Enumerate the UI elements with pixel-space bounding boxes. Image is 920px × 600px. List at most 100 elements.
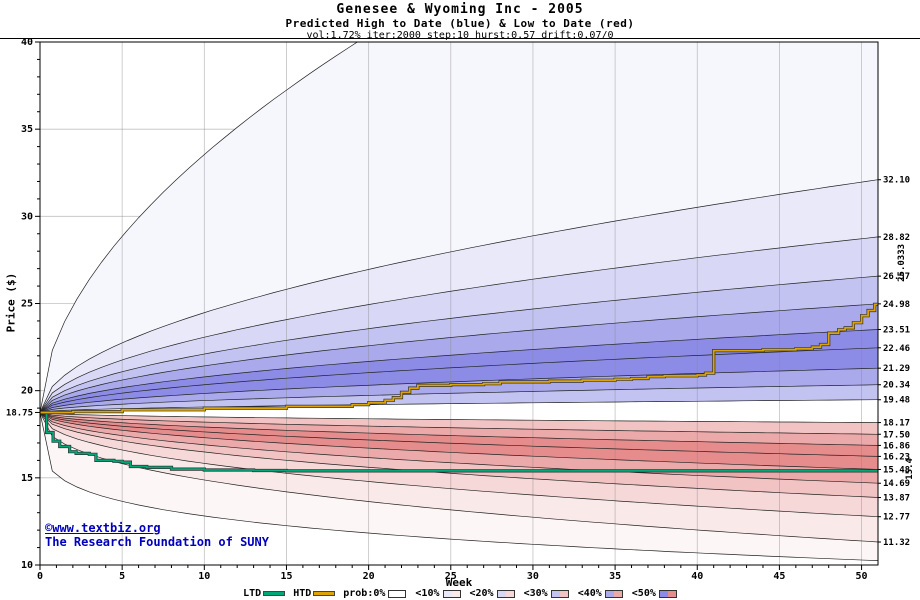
- probability-boundary-line: [40, 179, 878, 413]
- x-tick-label: 10: [198, 571, 210, 582]
- boundary-value-label: 21.29: [883, 364, 910, 374]
- y-tick-label: 40: [21, 37, 33, 48]
- high-prob-band: [40, 303, 878, 413]
- boundary-value-label: 24.98: [883, 300, 910, 310]
- legend: LTD HTD prob:0% <10% <20% <30% <40% <50%: [0, 588, 920, 599]
- high-prob-band: [40, 276, 878, 413]
- legend-htd-swatch: [313, 591, 336, 596]
- probability-boundary-line: [40, 329, 878, 413]
- htd-line: [40, 302, 878, 414]
- boundary-value-label: 20.34: [883, 381, 911, 391]
- probability-boundary-line: [40, 367, 878, 413]
- high-prob-band: [40, 384, 878, 413]
- start-price-label: 18.75: [6, 408, 33, 418]
- x-tick-label: 45: [773, 571, 785, 582]
- low-prob-band: [40, 412, 878, 561]
- boundary-value-label: 18.17: [883, 419, 910, 429]
- low-prob-band: [40, 412, 878, 542]
- legend-ltd: LTD: [243, 588, 286, 599]
- htd-final-value-label: 25.0333: [897, 244, 907, 282]
- probability-boundary-line: [40, 412, 878, 423]
- x-tick-label: 20: [363, 571, 375, 582]
- probability-boundary-line: [40, 303, 878, 413]
- legend-prob-2-label: <20%: [469, 588, 494, 599]
- y-axis-title: Price ($): [4, 272, 18, 333]
- boundary-value-label: 11.32: [883, 538, 910, 548]
- legend-prob-4-label: <40%: [577, 588, 602, 599]
- chart-params: vol:1.72% iter:2000 step:10 hurst:0.57 d…: [306, 30, 614, 41]
- low-prob-band: [40, 412, 878, 498]
- legend-prob-2: <20%: [470, 588, 515, 599]
- y-tick-label: 25: [21, 299, 33, 310]
- high-prob-band: [40, 179, 878, 413]
- legend-prob-5-label: <50%: [631, 588, 656, 599]
- low-prob-band: [40, 412, 878, 446]
- probability-boundary-line: [40, 412, 878, 470]
- legend-prob-4-swatch: [604, 589, 623, 598]
- chart-header: Genesee & Wyoming Inc - 2005 Predicted H…: [0, 0, 920, 41]
- high-prob-band: [40, 368, 878, 413]
- legend-prob-2-swatch: [496, 589, 515, 598]
- legend-prob-0: prob:0%: [343, 588, 407, 599]
- y-tick-label: 35: [21, 124, 33, 135]
- y-tick-label: 15: [21, 473, 33, 484]
- legend-prob-1: <10%: [415, 588, 461, 599]
- legend-prob-0-swatch: [388, 589, 407, 598]
- legend-prob-5-swatch: [658, 589, 677, 598]
- low-prob-band: [40, 412, 878, 517]
- x-tick-label: 5: [119, 571, 125, 582]
- boundary-value-label: 28.82: [883, 233, 910, 243]
- low-prob-band: [40, 412, 878, 435]
- boundary-value-label: 19.48: [883, 396, 910, 406]
- probability-boundary-line: [40, 384, 878, 413]
- legend-prob-1-label: <10%: [415, 588, 440, 599]
- legend-ltd-swatch: [263, 591, 286, 596]
- high-prob-band: [40, 329, 878, 413]
- high-prob-band: [40, 347, 878, 413]
- boundary-value-label: 32.10: [883, 176, 910, 186]
- x-tick-label: 0: [37, 571, 43, 582]
- boundary-value-label: 13.87: [883, 494, 910, 504]
- copyright-link[interactable]: ©www.textbiz.org: [45, 521, 161, 535]
- page-title: Genesee & Wyoming Inc - 2005: [336, 2, 584, 17]
- legend-htd-label: HTD: [293, 588, 312, 599]
- boundary-value-label: 16.23: [883, 452, 910, 462]
- probability-boundary-line: [40, 42, 358, 413]
- low-prob-band: [40, 412, 878, 470]
- plot-area: [40, 42, 878, 565]
- y-tick-label: 20: [21, 386, 33, 397]
- probability-boundary-line: [40, 275, 878, 413]
- boundary-value-label: 14.69: [883, 479, 910, 489]
- high-prob-band: [40, 236, 878, 413]
- probability-boundary-line: [40, 347, 878, 413]
- ltd-line: [40, 411, 878, 472]
- watermark: ©www.textbiz.org The Research Foundation…: [45, 521, 269, 549]
- y-tick-label: 10: [21, 560, 33, 571]
- legend-prob-0-label: prob:0%: [343, 588, 386, 599]
- y-tick-label: 30: [21, 211, 33, 222]
- probability-boundary-line: [40, 236, 878, 413]
- x-tick-label: 40: [691, 571, 703, 582]
- probability-boundary-line: [40, 412, 878, 484]
- x-tick-label: 15: [280, 571, 292, 582]
- probability-boundary-line: [40, 412, 878, 518]
- boundary-value-label: 22.46: [883, 344, 910, 354]
- boundary-value-label: 17.50: [883, 430, 910, 440]
- legend-prob-3-swatch: [550, 589, 569, 598]
- legend-prob-5: <50%: [632, 588, 677, 599]
- probability-boundary-line: [40, 412, 878, 498]
- low-prob-band: [40, 412, 878, 457]
- boundary-value-label: 26.57: [883, 272, 910, 282]
- x-axis-title: Week: [445, 576, 473, 589]
- boundary-value-label: 23.51: [883, 325, 910, 335]
- boundary-value-label: 15.48: [883, 465, 910, 475]
- boundary-value-label: 12.77: [883, 513, 910, 523]
- probability-boundary-line: [40, 412, 878, 561]
- probability-boundary-line: [40, 412, 878, 435]
- copyright-org: The Research Foundation of SUNY: [45, 535, 269, 549]
- low-prob-band: [40, 412, 878, 484]
- probability-boundary-line: [40, 412, 878, 457]
